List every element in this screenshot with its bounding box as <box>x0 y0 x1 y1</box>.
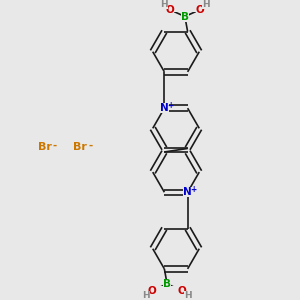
Text: N: N <box>160 103 169 113</box>
Text: Br: Br <box>74 142 87 152</box>
Text: N: N <box>183 187 192 197</box>
Text: O: O <box>196 5 204 15</box>
Text: H: H <box>160 0 168 9</box>
Text: -: - <box>88 140 93 150</box>
Text: B: B <box>181 11 189 22</box>
Text: +: + <box>190 185 197 194</box>
Text: -: - <box>53 140 57 150</box>
Text: +: + <box>167 101 173 110</box>
Text: O: O <box>178 286 187 296</box>
Text: H: H <box>202 0 210 9</box>
Text: H: H <box>142 291 150 300</box>
Text: H: H <box>184 291 192 300</box>
Text: B: B <box>163 279 171 289</box>
Text: O: O <box>148 286 156 296</box>
Text: Br: Br <box>38 142 52 152</box>
Text: O: O <box>166 5 174 15</box>
